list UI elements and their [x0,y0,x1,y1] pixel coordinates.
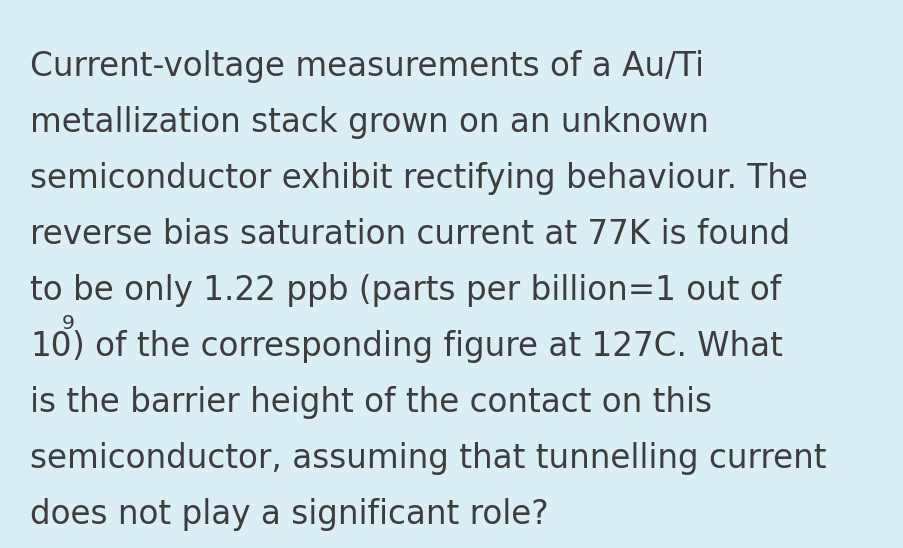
Text: Current-voltage measurements of a Au/Ti: Current-voltage measurements of a Au/Ti [30,50,703,83]
Text: reverse bias saturation current at 77K is found: reverse bias saturation current at 77K i… [30,218,789,251]
Text: semiconductor, assuming that tunnelling current: semiconductor, assuming that tunnelling … [30,442,825,475]
Text: is the barrier height of the contact on this: is the barrier height of the contact on … [30,386,712,419]
Text: does not play a significant role?: does not play a significant role? [30,498,548,531]
Text: 9: 9 [62,314,75,333]
Text: to be only 1.22 ppb (parts per billion=1 out of: to be only 1.22 ppb (parts per billion=1… [30,274,780,307]
Text: metallization stack grown on an unknown: metallization stack grown on an unknown [30,106,708,139]
Text: 10: 10 [30,330,71,363]
Text: semiconductor exhibit rectifying behaviour. The: semiconductor exhibit rectifying behavio… [30,162,807,195]
Text: ) of the corresponding figure at 127C. What: ) of the corresponding figure at 127C. W… [72,330,782,363]
